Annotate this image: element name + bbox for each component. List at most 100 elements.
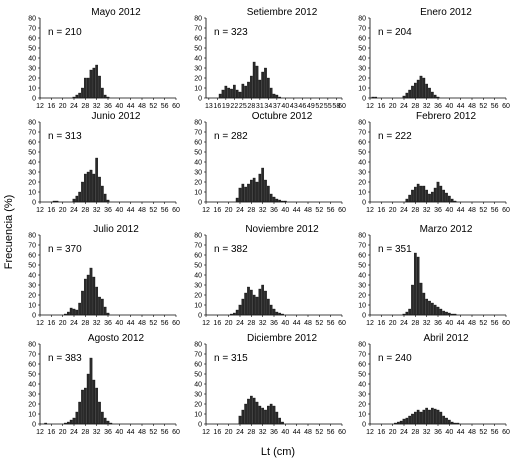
x-tick-label: 40 — [281, 320, 289, 327]
bar — [95, 286, 99, 316]
x-tick-label: 52 — [149, 320, 157, 327]
x-tick-label: 40 — [115, 207, 123, 214]
x-tick-label: 56 — [161, 207, 169, 214]
bar — [106, 420, 110, 425]
bar — [235, 197, 239, 203]
bar — [218, 93, 222, 99]
bar — [78, 92, 82, 99]
x-tick-label: 52 — [149, 103, 157, 110]
bar — [281, 421, 284, 425]
bar — [281, 313, 284, 316]
x-tick-label: 60 — [338, 320, 346, 327]
x-tick-label: 16 — [213, 103, 221, 110]
bar — [439, 185, 443, 203]
bar — [72, 417, 76, 425]
y-tick-label: 80 — [28, 119, 36, 126]
bar — [408, 308, 412, 316]
x-tick-label: 36 — [104, 429, 112, 436]
x-tick-label: 44 — [127, 320, 135, 327]
x-tick-label: 24 — [70, 429, 78, 436]
y-tick-label: 0 — [362, 421, 366, 428]
bar — [89, 69, 93, 99]
bar — [241, 83, 245, 99]
bar — [72, 198, 76, 203]
y-tick-label: 50 — [194, 45, 202, 52]
x-tick-label: 32 — [423, 320, 431, 327]
bar — [92, 276, 96, 316]
bar — [402, 95, 406, 99]
bar — [261, 407, 265, 425]
y-tick-label: 50 — [358, 262, 366, 269]
y-tick-label: 30 — [28, 65, 36, 72]
sample-size-label: n = 222 — [378, 131, 412, 142]
bar — [422, 77, 426, 99]
y-tick-label: 40 — [194, 55, 202, 62]
y-tick-label: 80 — [358, 119, 366, 126]
y-tick-label: 50 — [194, 371, 202, 378]
bar — [83, 278, 87, 316]
y-tick-label: 80 — [28, 341, 36, 348]
bar — [230, 313, 233, 316]
y-tick-label: 30 — [358, 391, 366, 398]
y-tick-label: 50 — [28, 262, 36, 269]
bar — [258, 288, 262, 316]
x-tick-label: 56 — [327, 429, 335, 436]
bar — [272, 196, 276, 203]
bar — [450, 198, 454, 203]
bar — [419, 185, 423, 203]
bar — [95, 157, 99, 203]
bar — [278, 312, 282, 316]
y-tick-label: 50 — [28, 45, 36, 52]
bar — [425, 298, 429, 316]
bar — [230, 88, 233, 99]
bar — [100, 185, 104, 203]
y-tick-label: 10 — [28, 411, 36, 418]
bar — [69, 307, 73, 316]
y-tick-label: 20 — [194, 401, 202, 408]
bar — [252, 61, 256, 99]
y-tick-label: 70 — [28, 242, 36, 249]
x-tick-label: 28 — [411, 207, 419, 214]
bar — [86, 77, 90, 99]
bar — [278, 96, 282, 99]
bar — [433, 187, 437, 203]
x-tick-label: 60 — [502, 207, 510, 214]
x-tick-label: 44 — [457, 320, 465, 327]
x-tick-label: 32 — [423, 103, 431, 110]
y-tick-label: 60 — [358, 252, 366, 259]
bar — [75, 195, 79, 203]
y-tick-label: 0 — [198, 312, 202, 319]
bar — [241, 183, 245, 203]
bar — [249, 179, 253, 203]
x-tick-label: 48 — [468, 429, 476, 436]
bar — [428, 193, 431, 203]
bar — [266, 405, 270, 425]
y-tick-label: 40 — [28, 55, 36, 62]
bar — [416, 409, 420, 425]
bar — [416, 183, 420, 203]
bar — [258, 173, 262, 203]
bar — [411, 189, 414, 203]
y-tick-label: 30 — [28, 169, 36, 176]
panel-title: Junio 2012 — [92, 111, 141, 122]
bar — [92, 173, 96, 203]
x-tick-label: 12 — [202, 207, 210, 214]
x-tick-label: 56 — [161, 429, 169, 436]
bar — [436, 306, 440, 316]
y-tick-label: 60 — [358, 35, 366, 42]
bar — [447, 419, 451, 425]
y-tick-label: 0 — [32, 421, 36, 428]
x-tick-label: 28 — [247, 320, 255, 327]
bar — [402, 313, 406, 316]
x-tick-label: 56 — [161, 103, 169, 110]
x-tick-label: 52 — [315, 103, 323, 110]
x-tick-label: 48 — [304, 320, 312, 327]
sample-size-label: n = 210 — [48, 27, 82, 38]
bar — [238, 91, 242, 99]
bar — [430, 191, 434, 203]
y-tick-label: 0 — [362, 95, 366, 102]
x-tick-label: 60 — [172, 103, 180, 110]
x-tick-label: 48 — [138, 429, 146, 436]
